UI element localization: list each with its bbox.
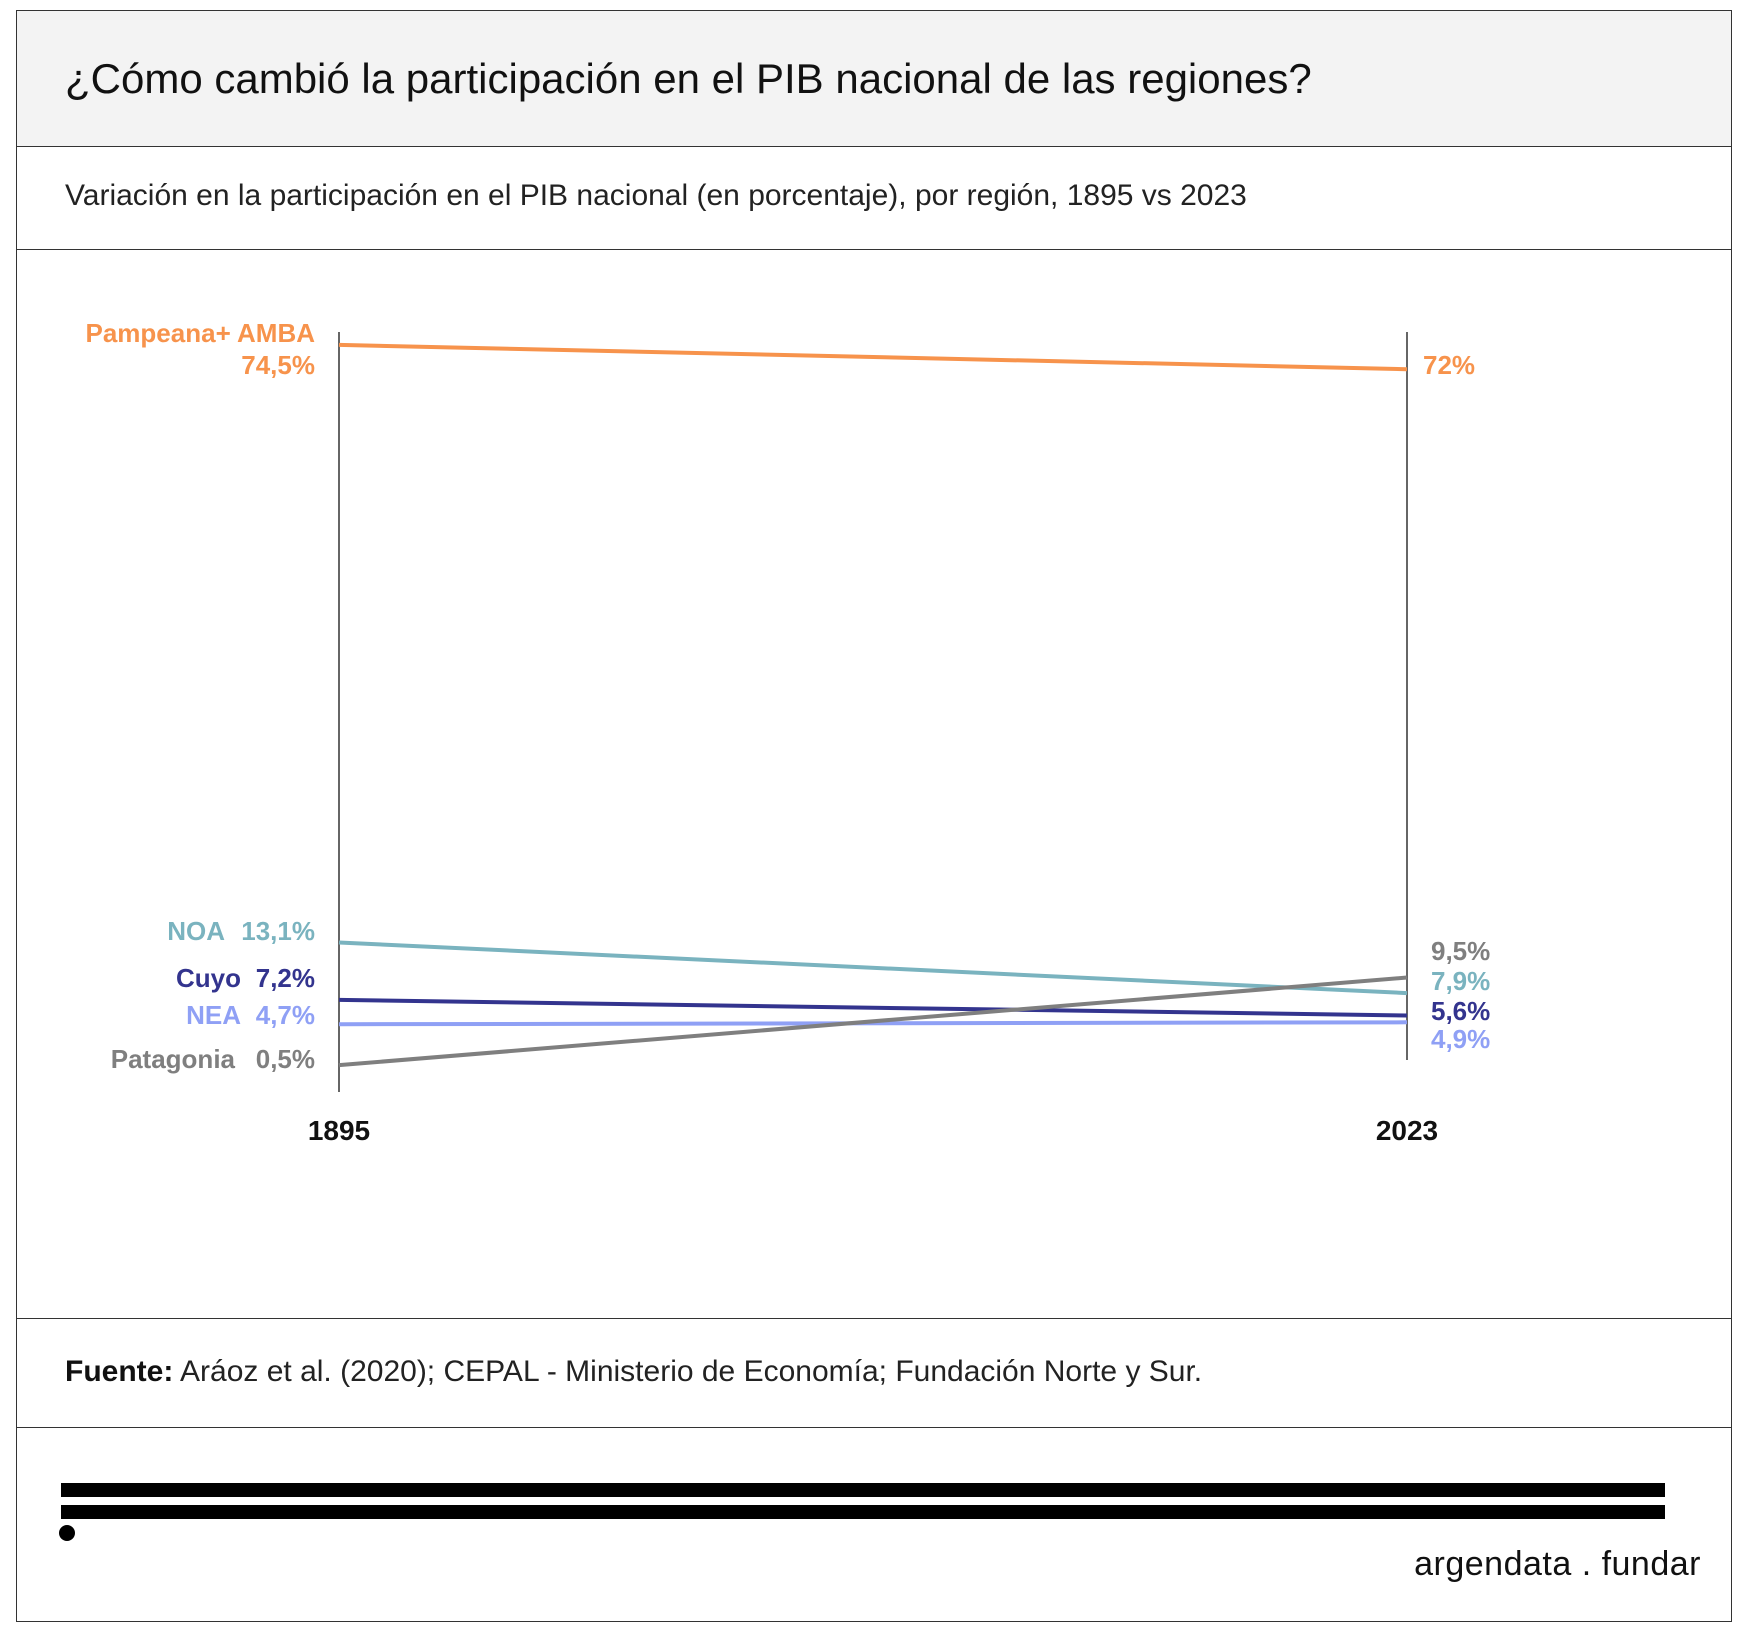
series-line-patagonia: [338, 975, 1408, 1068]
series-line-noa: [338, 940, 1408, 996]
value-label-2023-pampeana-amba: 72%: [1423, 350, 1475, 380]
value-label-2023-patagonia: 9,5%: [1431, 936, 1490, 966]
value-label-1895-noa: 13,1%: [241, 916, 315, 946]
x-tick-label-2023: 2023: [1376, 1115, 1438, 1146]
value-label-1895-nea: 4,7%: [256, 1000, 315, 1030]
source-label: Fuente:: [65, 1355, 174, 1388]
logo-bar-top: [61, 1483, 1665, 1497]
x-tick-label-1895: 1895: [308, 1115, 370, 1146]
chart-frame: ¿Cómo cambió la participación en el PIB …: [16, 10, 1732, 1622]
source-band: Fuente: Aráoz et al. (2020); CEPAL - Min…: [17, 1319, 1731, 1428]
series-line-cuyo: [338, 997, 1408, 1018]
chart-title: ¿Cómo cambió la participación en el PIB …: [65, 55, 1312, 102]
series-name-nea: NEA: [186, 1000, 241, 1030]
value-label-1895-pampeana-amba: 74,5%: [241, 350, 315, 380]
value-label-1895-patagonia: 0,5%: [256, 1044, 315, 1074]
series-name-pampeana-amba: Pampeana+ AMBA: [86, 318, 316, 348]
value-label-2023-noa: 7,9%: [1431, 966, 1490, 996]
title-band: ¿Cómo cambió la participación en el PIB …: [17, 11, 1731, 147]
series-line-pampeana-amba: [338, 342, 1408, 372]
value-label-2023-cuyo: 5,6%: [1431, 996, 1490, 1026]
chart-area: 1895 2023 Pampeana+ AMBA 74,5% 72% 13,1% NOA 7,…: [17, 250, 1731, 1319]
series-name-cuyo: Cuyo: [176, 963, 241, 993]
series-name-noa: NOA: [167, 916, 225, 946]
logo-dot: [59, 1525, 75, 1541]
subtitle-band: Variación en la participación en el PIB …: [17, 147, 1731, 250]
brand-logo: argendata . fundar: [1414, 1545, 1701, 1583]
source-text: Aráoz et al. (2020); CEPAL - Ministerio …: [173, 1355, 1203, 1388]
value-label-2023-nea: 4,9%: [1431, 1024, 1490, 1054]
source-note: Fuente: Aráoz et al. (2020); CEPAL - Min…: [65, 1355, 1202, 1389]
value-label-1895-cuyo: 7,2%: [256, 963, 315, 993]
logo-bar-bottom: [61, 1505, 1665, 1519]
series-name-patagonia: Patagonia: [111, 1044, 236, 1074]
chart-subtitle: Variación en la participación en el PIB …: [65, 179, 1247, 212]
